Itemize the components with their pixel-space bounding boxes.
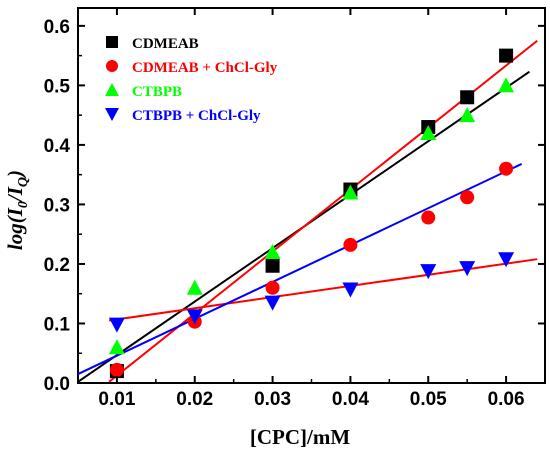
data-point [186, 279, 203, 295]
y-tick-label: 0.2 [44, 255, 70, 276]
data-point [186, 309, 203, 325]
y-tick-label: 0.3 [44, 195, 70, 216]
data-point [265, 258, 280, 273]
legend-label: CDMEAB [132, 36, 199, 52]
data-point [460, 90, 475, 105]
x-tick-label: 0.02 [176, 389, 213, 410]
x-tick-label: 0.06 [488, 389, 525, 410]
legend-marker [106, 60, 118, 72]
legend-marker [105, 83, 119, 96]
x-axis-title: [CPC]/mM [250, 425, 350, 449]
data-point [499, 48, 514, 63]
y-tick-label: 0.4 [44, 136, 71, 157]
data-point [108, 317, 125, 333]
data-point [420, 125, 437, 140]
data-point [342, 282, 359, 298]
y-tick-label: 0.5 [44, 76, 71, 97]
data-point [342, 184, 359, 200]
x-tick-label: 0.04 [332, 389, 369, 410]
data-point [264, 244, 281, 260]
legend-label: CDMEAB + ChCl-Gly [132, 60, 278, 76]
data-point [108, 339, 125, 355]
y-tick-label: 0.1 [44, 314, 71, 335]
legend-label: CTBPB [132, 84, 182, 100]
data-point [460, 190, 475, 205]
legend: CDMEAB CDMEAB + ChCl-Gly CTBPB CTBPB + ChCl… [105, 36, 278, 124]
data-point [421, 210, 436, 225]
data-point [420, 264, 437, 280]
data-point [343, 237, 358, 252]
x-tick-label: 0.05 [410, 389, 447, 410]
y-axis-title: log(I0/IQ) [3, 170, 31, 250]
y-tick-label: 0.0 [44, 374, 70, 395]
data-markers [108, 48, 515, 379]
data-point [459, 107, 476, 123]
data-point [109, 362, 124, 377]
fit-line [108, 258, 538, 322]
data-point [498, 252, 515, 268]
x-tick-label: 0.01 [98, 389, 135, 410]
data-point [498, 77, 515, 93]
y-tick-label: 0.6 [44, 17, 70, 38]
legend-label: CTBPB + ChCl-Gly [132, 108, 261, 124]
legend-marker [106, 36, 118, 48]
data-point [264, 295, 281, 311]
data-point [499, 161, 514, 176]
data-point [265, 280, 280, 295]
legend-marker [105, 108, 119, 121]
axis-ticks: 0.01 0.02 0.03 0.04 0.05 0.06 0.0 0.1 0.2 0.3 0.4 0… [44, 8, 546, 410]
x-tick-label: 0.03 [254, 389, 291, 410]
fit-line [77, 163, 523, 375]
data-point [459, 261, 476, 277]
